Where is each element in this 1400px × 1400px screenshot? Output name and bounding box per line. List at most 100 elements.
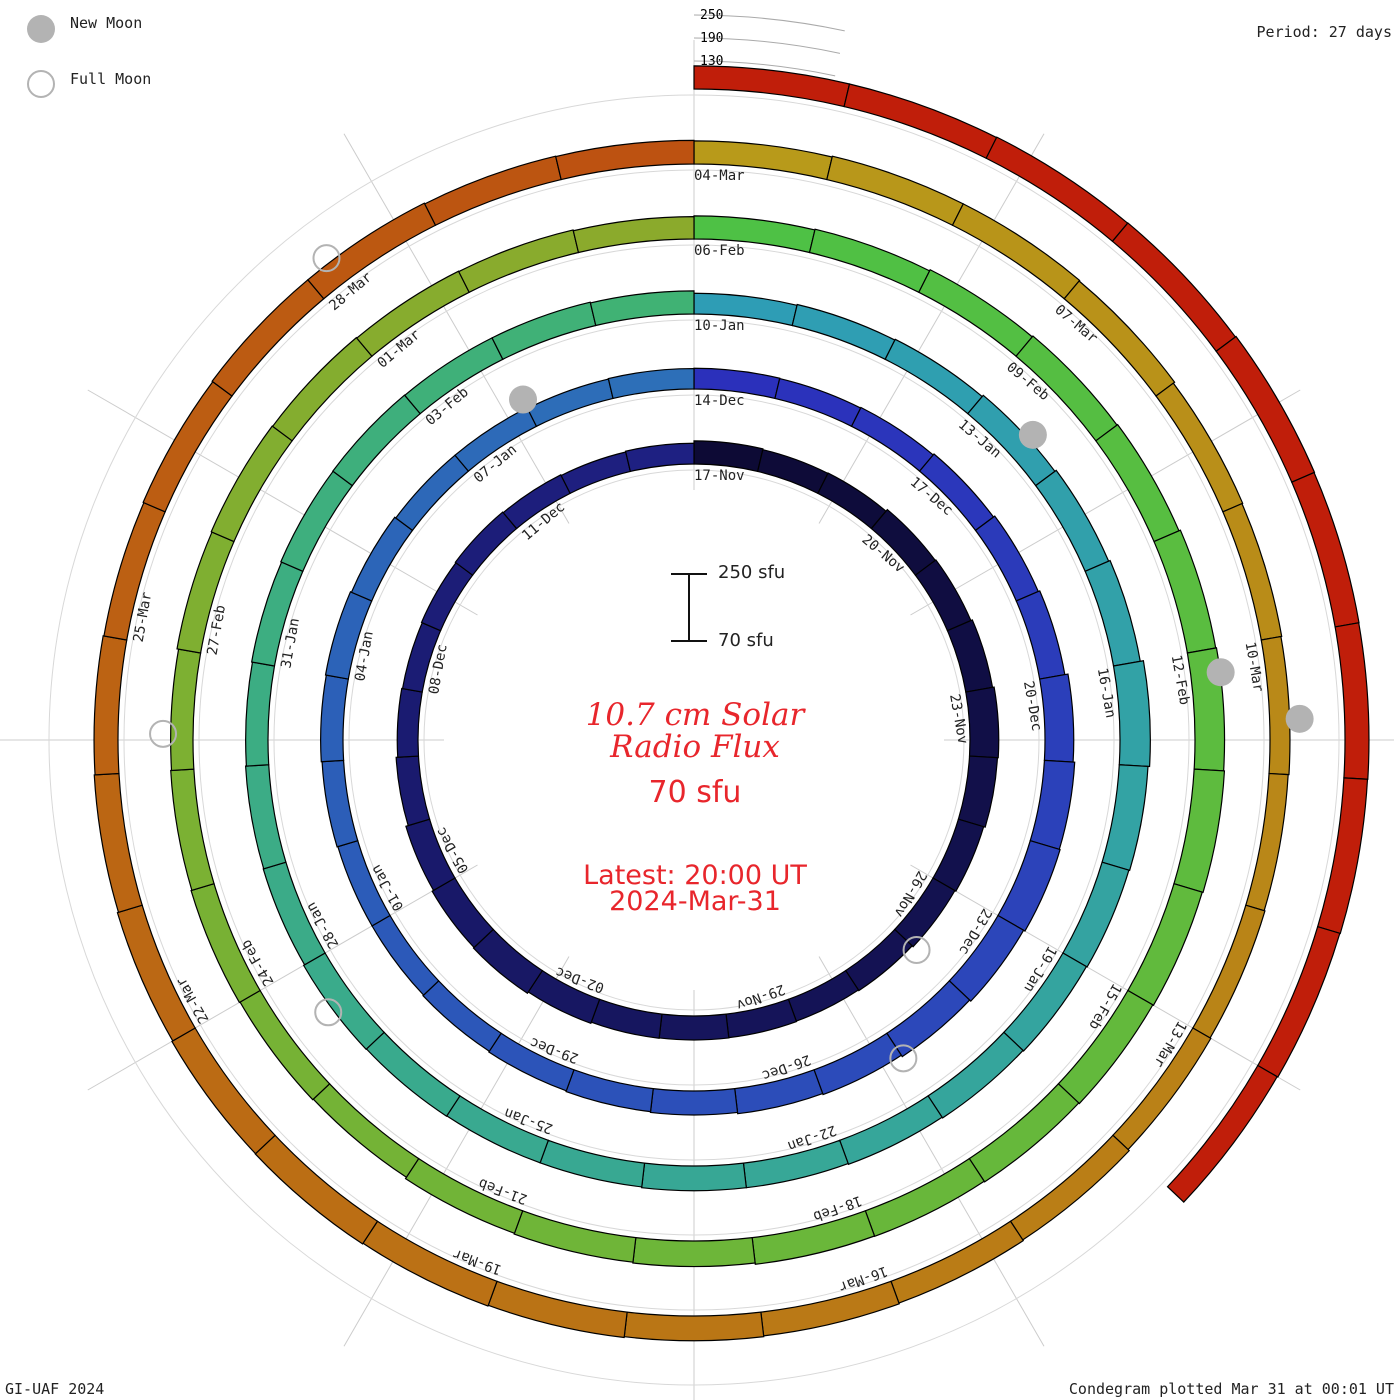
grid-radial-line — [343, 956, 570, 1347]
new-moon-icon — [27, 15, 55, 43]
flux-day-segment — [985, 136, 1129, 243]
band-layer — [93, 65, 1370, 1342]
flux-day-segment — [1084, 559, 1141, 667]
latest-date: 2024-Mar-31 — [609, 886, 781, 917]
flux-day-segment — [405, 818, 456, 892]
flux-day-segment — [968, 1082, 1080, 1183]
flux-day-segment — [1095, 423, 1180, 543]
new-moon-marker-icon — [509, 385, 538, 414]
chart-title-line2: Radio Flux — [610, 729, 780, 765]
ring-scale-arc — [693, 60, 836, 77]
flux-day-segment — [927, 1031, 1024, 1119]
flux-day-segment — [1334, 622, 1370, 780]
flux-day-segment — [808, 228, 931, 294]
flux-day-segment — [254, 1134, 379, 1245]
full-moon-marker-icon — [312, 244, 341, 273]
flux-day-segment — [1290, 471, 1360, 628]
new-moon-marker-icon — [1285, 704, 1314, 733]
flux-day-segment — [1260, 635, 1291, 776]
flux-day-segment — [487, 1280, 628, 1339]
flux-day-segment — [1256, 925, 1341, 1078]
flux-day-segment — [1245, 772, 1289, 912]
ring-scale-label: 250 — [700, 8, 723, 23]
flux-day-segment — [843, 83, 998, 160]
flux-day-segment — [331, 394, 422, 487]
flux-day-segment — [624, 442, 695, 473]
flux-day-segment — [760, 1280, 900, 1337]
flux-day-segment — [302, 952, 385, 1051]
flux-day-segment — [491, 301, 597, 361]
scale-bar-top-cap — [671, 573, 707, 575]
flux-day-segment — [965, 686, 1000, 759]
flux-day-segment — [1003, 952, 1088, 1052]
flux-day-segment — [1101, 764, 1149, 872]
flux-day-segment — [948, 914, 1025, 1002]
full-moon-marker-icon — [314, 998, 343, 1027]
flux-day-segment — [1038, 673, 1075, 763]
flux-day-segment — [997, 839, 1061, 932]
grid-radial-line — [818, 956, 1045, 1347]
flux-day-segment — [918, 268, 1034, 358]
flux-day-segment — [1173, 768, 1226, 894]
full-moon-marker-icon — [902, 935, 931, 964]
flux-day-segment — [350, 516, 414, 602]
flux-day-segment — [951, 203, 1081, 300]
flux-day-segment — [321, 759, 359, 848]
latest-time: Latest: 20:00 UT — [583, 860, 807, 891]
ring-baseline — [348, 394, 1040, 1086]
flux-day-segment — [774, 377, 862, 428]
flux-day-segment — [1222, 502, 1283, 641]
flux-day-segment — [1063, 280, 1176, 397]
footer-credit: GI-UAF 2024 — [5, 1380, 105, 1398]
grid-radial-line — [87, 864, 478, 1091]
flux-day-segment — [1015, 590, 1066, 680]
full-moon-legend-label: Full Moon — [70, 70, 152, 88]
flux-day-segment — [813, 1032, 903, 1096]
date-label: 14-Dec — [694, 393, 745, 409]
flux-day-segment — [756, 448, 829, 495]
flux-day-segment — [244, 764, 287, 870]
grid-layer — [0, 14, 1394, 1400]
flux-day-segment — [884, 338, 984, 415]
flux-day-segment — [572, 216, 695, 254]
date-label: 04-Mar — [694, 168, 745, 184]
grid-radial-line — [343, 133, 570, 524]
flux-day-segment — [422, 980, 502, 1053]
flux-day-segment — [554, 139, 695, 181]
grid-radial-line — [87, 389, 478, 616]
flux-day-segment — [176, 531, 235, 654]
flux-day-segment — [1155, 382, 1244, 513]
chart-title-line1: 10.7 cm Solar — [585, 697, 805, 733]
flux-day-segment — [170, 648, 202, 772]
flux-day-segment — [693, 65, 851, 108]
flux-day-segment — [526, 378, 614, 428]
ring-baseline — [423, 469, 965, 1011]
scale-bar — [688, 573, 690, 641]
flux-day-segment — [946, 619, 994, 693]
flux-day-segment — [365, 1031, 461, 1118]
flux-day-segment — [502, 473, 571, 530]
flux-day-segment — [245, 661, 276, 767]
ring-scale-arc — [693, 37, 841, 54]
ring-scale-label: 190 — [700, 31, 723, 46]
flux-day-segment — [751, 1210, 876, 1265]
flux-day-segment — [395, 755, 431, 827]
date-label: 10-Jan — [694, 318, 745, 334]
scale-bar-bottom-cap — [671, 640, 707, 642]
flux-day-segment — [590, 998, 663, 1039]
flux-day-segment — [886, 980, 971, 1058]
flux-day-segment — [632, 1236, 756, 1268]
flux-day-segment — [1166, 1064, 1278, 1203]
flux-day-segment — [560, 451, 632, 495]
ring-baseline — [198, 244, 1190, 1236]
flux-day-segment — [371, 914, 440, 996]
flux-day-segment — [1112, 660, 1151, 768]
flux-day-segment — [431, 877, 495, 949]
flux-day-segment — [658, 1013, 730, 1041]
flux-day-segment — [190, 882, 261, 1004]
flux-day-segment — [116, 904, 196, 1042]
flux-day-segment — [893, 877, 956, 948]
flux-day-segment — [488, 1032, 575, 1092]
flux-day-segment — [142, 380, 233, 513]
moon-layer — [149, 244, 1314, 1073]
